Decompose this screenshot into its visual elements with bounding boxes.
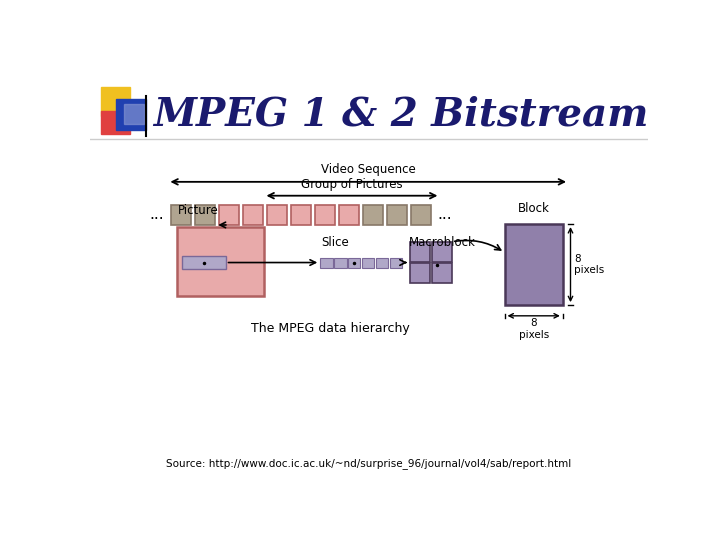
Bar [194,205,215,225]
Bar [182,255,225,269]
Bar [387,205,407,225]
Bar [348,258,361,267]
Bar [266,205,287,225]
Text: 8
pixels: 8 pixels [518,318,549,340]
Text: Group of Pictures: Group of Pictures [301,178,402,191]
Bar [117,99,145,130]
Bar [339,205,359,225]
Text: Video Sequence: Video Sequence [321,164,415,177]
Bar [101,111,130,134]
Bar [124,104,144,124]
Text: Slice: Slice [322,235,349,249]
Bar [410,242,431,262]
Text: Block: Block [518,202,549,215]
Bar [505,224,563,305]
Bar [363,205,383,225]
Text: The MPEG data hierarchy: The MPEG data hierarchy [251,322,410,335]
Bar [390,258,402,267]
Bar [432,242,452,262]
Text: Macroblock: Macroblock [408,235,475,249]
Bar [410,264,431,284]
Bar [411,205,431,225]
Text: Picture: Picture [179,204,219,217]
Bar [177,226,264,296]
Bar [291,205,311,225]
Bar [171,205,191,225]
Bar [219,205,239,225]
Text: 8
pixels: 8 pixels [575,254,605,275]
Bar [243,205,263,225]
Bar [432,264,452,284]
Bar [315,205,335,225]
Text: ...: ... [437,207,452,222]
Bar [376,258,388,267]
Text: ...: ... [150,207,164,222]
Bar [320,258,333,267]
Bar [362,258,374,267]
Bar [101,87,130,117]
Text: MPEG 1 & 2 Bitstream: MPEG 1 & 2 Bitstream [153,95,649,133]
Text: Source: http://www.doc.ic.ac.uk/~nd/surprise_96/journal/vol4/sab/report.html: Source: http://www.doc.ic.ac.uk/~nd/surp… [166,458,572,469]
Bar [334,258,346,267]
